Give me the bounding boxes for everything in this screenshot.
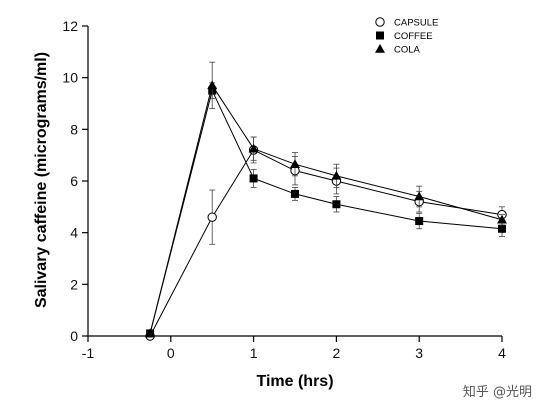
data-point (207, 80, 218, 90)
x-tick-label: 0 (167, 345, 175, 361)
series-line (149, 89, 503, 334)
data-point (249, 174, 258, 183)
series-line (149, 84, 503, 334)
data-point (498, 224, 506, 233)
legend-marker (376, 31, 384, 40)
series-capsule (145, 136, 507, 341)
y-axis-title: Salivary caffeine (micrograms/ml) (33, 52, 50, 308)
legend-label: COFFEE (394, 31, 433, 42)
series-line (149, 149, 503, 337)
y-tick-label: 12 (62, 18, 78, 34)
x-tick-label: 3 (415, 345, 423, 361)
x-tick-label: 1 (250, 345, 258, 361)
series-coffee (146, 82, 506, 338)
legend-label: COLA (394, 45, 421, 56)
data-point (290, 159, 300, 168)
y-tick-label: 0 (70, 328, 78, 344)
data-point (291, 189, 299, 198)
x-axis-title: Time (hrs) (256, 373, 333, 390)
y-tick-label: 10 (62, 70, 78, 86)
data-point (415, 217, 424, 226)
x-tick-label: -1 (82, 345, 95, 361)
data-point (414, 191, 425, 201)
x-tick-label: 2 (333, 345, 341, 361)
data-point (145, 328, 156, 338)
y-tick-label: 2 (70, 276, 78, 292)
legend-marker (375, 17, 385, 27)
legend-label: CAPSULE (394, 18, 438, 29)
x-tick-label: 4 (498, 345, 506, 361)
y-tick-label: 8 (70, 121, 78, 137)
y-tick-label: 6 (70, 173, 78, 189)
data-point (207, 212, 217, 222)
watermark-text: 知乎 @光明 (463, 384, 532, 400)
data-point (497, 214, 507, 224)
data-point (248, 143, 259, 153)
series-layer (145, 61, 507, 341)
y-tick-label: 4 (70, 225, 78, 241)
data-point (332, 200, 341, 209)
legend: CAPSULE COFFEE COLA (375, 17, 438, 56)
series-cola (145, 61, 507, 338)
legend-marker (375, 44, 385, 53)
data-point (331, 170, 342, 180)
